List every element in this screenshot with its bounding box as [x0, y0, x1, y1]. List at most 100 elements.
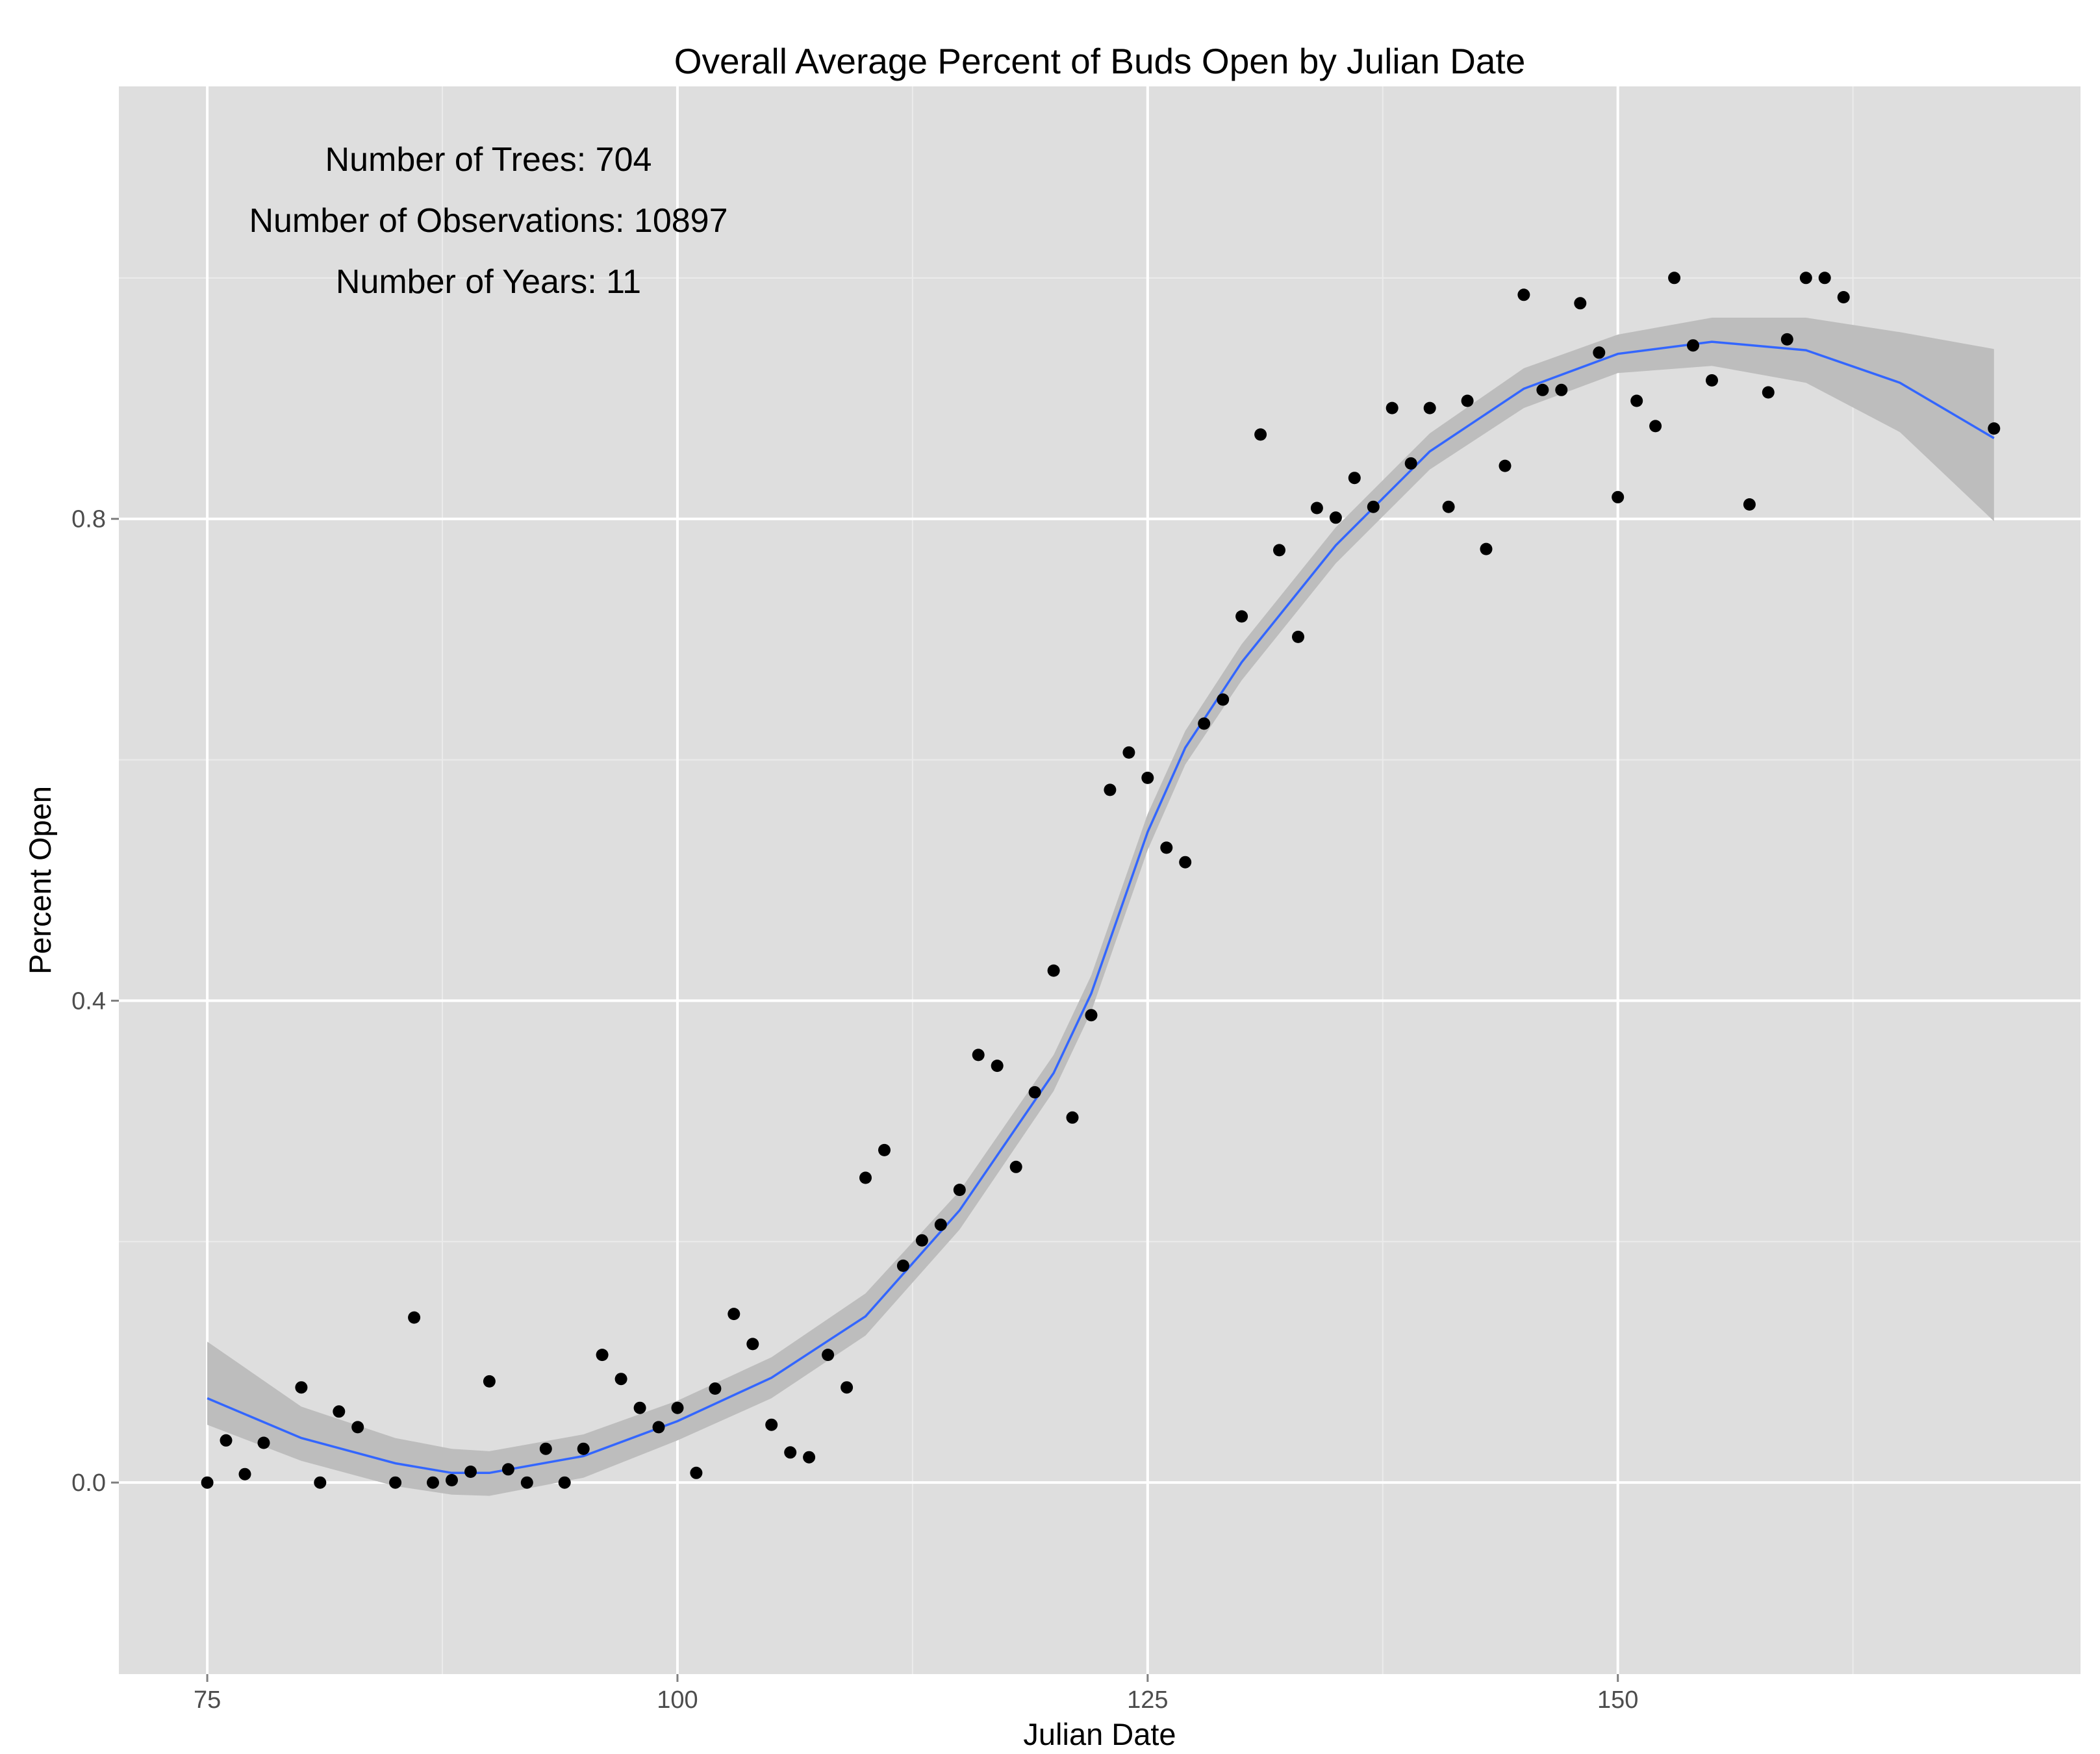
data-point [1799, 272, 1812, 285]
data-point [1160, 841, 1173, 854]
annotation-observations: Number of Observations: 10897 [249, 202, 727, 240]
data-point [1743, 498, 1756, 511]
data-point [1988, 422, 2001, 435]
x-axis-ticks: 75 100 125 150 [194, 1674, 1638, 1714]
data-point [520, 1476, 533, 1489]
x-tick-label: 125 [1127, 1686, 1168, 1714]
minor-gridlines [119, 86, 2081, 1674]
data-point [746, 1338, 759, 1351]
data-point [765, 1418, 778, 1431]
data-point [1461, 394, 1474, 407]
data-point [1292, 630, 1304, 643]
data-point [577, 1442, 590, 1455]
y-tick-label: 0.4 [71, 987, 106, 1015]
data-point [1499, 459, 1512, 472]
x-tick-label: 150 [1597, 1686, 1638, 1714]
data-point [690, 1466, 703, 1479]
data-point [1780, 333, 1793, 346]
data-point [934, 1218, 947, 1231]
data-point [351, 1421, 364, 1434]
data-point [1687, 339, 1699, 352]
data-point [1423, 401, 1436, 414]
data-point [446, 1474, 458, 1486]
data-point [238, 1468, 251, 1481]
data-point [803, 1451, 816, 1464]
data-point [1385, 401, 1398, 414]
data-point [501, 1463, 514, 1476]
data-point [1273, 544, 1285, 557]
data-point [1104, 783, 1117, 796]
data-point [1818, 272, 1831, 285]
data-point [539, 1442, 552, 1455]
data-point [220, 1434, 233, 1447]
data-point [1649, 420, 1662, 433]
data-point [314, 1476, 327, 1489]
data-point [1028, 1086, 1041, 1099]
data-point [1235, 610, 1248, 623]
data-point [671, 1401, 684, 1414]
data-point [727, 1308, 740, 1321]
data-point [614, 1373, 627, 1386]
data-point [1141, 771, 1154, 784]
data-point [201, 1476, 214, 1489]
data-point [1085, 1009, 1098, 1022]
data-point [1442, 500, 1455, 513]
data-point [991, 1060, 1004, 1073]
data-point [483, 1375, 496, 1388]
y-axis-label: Percent Open [23, 786, 57, 974]
data-points [201, 272, 2001, 1489]
data-point [333, 1405, 346, 1418]
smooth-trend-line [207, 340, 1995, 1475]
data-point [784, 1446, 797, 1459]
data-point [1254, 428, 1267, 441]
annotation-block: Number of Trees: 704 Number of Observati… [249, 141, 727, 301]
data-point [972, 1049, 985, 1061]
data-point [558, 1476, 571, 1489]
data-point [1706, 374, 1718, 387]
data-point [1047, 964, 1060, 977]
data-point [1404, 457, 1417, 470]
annotation-trees: Number of Trees: 704 [325, 141, 652, 179]
data-point [1066, 1111, 1079, 1124]
data-point [1217, 693, 1230, 706]
data-point [1762, 386, 1775, 399]
data-point [652, 1421, 665, 1434]
data-point [1574, 297, 1587, 310]
data-point [1612, 490, 1625, 503]
data-point [1536, 383, 1549, 396]
data-point [953, 1184, 966, 1197]
data-point [295, 1381, 308, 1394]
data-point [896, 1259, 909, 1272]
data-point [822, 1349, 835, 1362]
annotation-years: Number of Years: 11 [336, 263, 641, 301]
data-point [1668, 272, 1681, 285]
x-axis-label: Julian Date [1023, 1717, 1176, 1751]
data-point [596, 1349, 609, 1362]
data-point [1480, 542, 1493, 555]
x-tick-label: 100 [657, 1686, 698, 1714]
data-point [1517, 288, 1530, 301]
data-point [257, 1436, 270, 1449]
y-tick-label: 0.0 [71, 1469, 106, 1497]
data-point [1348, 472, 1361, 485]
data-point [408, 1311, 421, 1324]
data-point [1198, 717, 1211, 730]
data-point [389, 1476, 402, 1489]
data-point [915, 1234, 928, 1247]
data-point [1122, 746, 1135, 759]
data-point [709, 1382, 722, 1395]
data-point [1310, 502, 1323, 515]
data-point [1367, 500, 1380, 513]
data-point [1329, 511, 1342, 524]
data-point [1630, 394, 1643, 407]
data-point [859, 1171, 872, 1184]
data-point [1009, 1160, 1022, 1173]
y-tick-label: 0.8 [71, 506, 106, 533]
data-point [633, 1401, 646, 1414]
data-point [1837, 291, 1850, 303]
x-tick-label: 75 [194, 1686, 221, 1714]
chart-title: Overall Average Percent of Buds Open by … [674, 41, 1526, 81]
data-point [841, 1381, 854, 1394]
data-point [1555, 383, 1568, 396]
